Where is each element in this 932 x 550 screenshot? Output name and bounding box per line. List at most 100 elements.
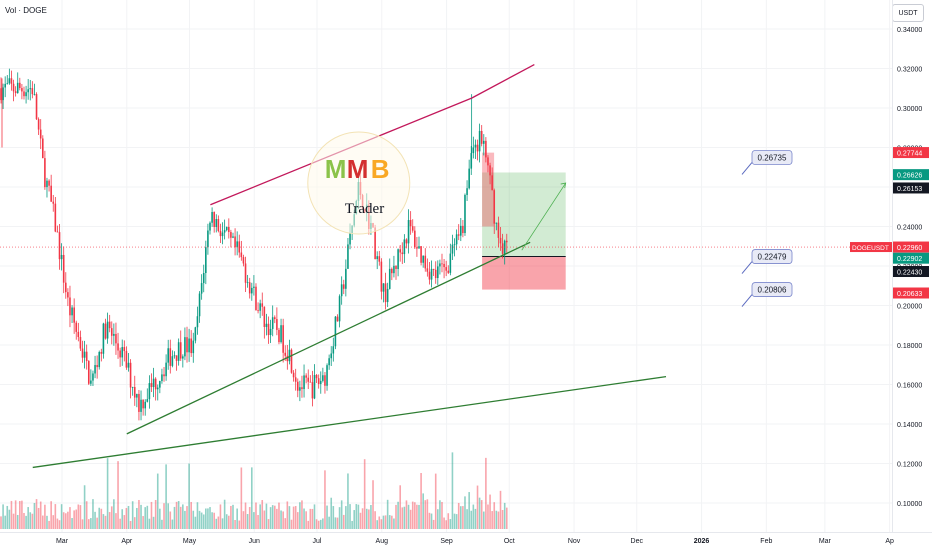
candle-body (182, 356, 184, 359)
candle-body (138, 393, 140, 412)
volume-bar (462, 506, 464, 529)
volume-bar (485, 457, 487, 529)
candle-body (489, 165, 491, 176)
volume-bar (133, 517, 136, 529)
volume-bar (478, 497, 481, 529)
x-tick-label: Aug (376, 538, 389, 545)
volume-bar (31, 513, 34, 529)
volume-bar (505, 507, 508, 529)
candle-body (309, 381, 312, 383)
candle-body (133, 387, 136, 398)
volume-bar (69, 507, 71, 529)
candle-body (154, 378, 157, 390)
candle-body (188, 338, 190, 353)
y-tick-label: 0.32000 (897, 67, 922, 74)
volume-bar (123, 515, 126, 529)
candle-body (194, 327, 197, 341)
candle-body (25, 92, 27, 97)
candle-body (0, 88, 2, 101)
volume-bar (476, 485, 479, 529)
volume-bar (319, 519, 322, 529)
candle-body (401, 252, 404, 255)
volume-bar (217, 516, 220, 529)
candle-body (140, 399, 142, 412)
candle-body (246, 282, 249, 284)
volume-bar (108, 512, 111, 529)
x-tick-label: Apr (121, 538, 133, 545)
volume-bar (315, 519, 318, 529)
candle-body (493, 190, 496, 224)
volume-bar (121, 509, 124, 529)
volume-bar (363, 459, 366, 529)
candle-body (292, 372, 295, 378)
candle-body (225, 226, 228, 231)
volume-bar (443, 517, 445, 529)
candle-body (228, 226, 230, 233)
volume-bar (282, 511, 284, 529)
candle-body (251, 287, 253, 294)
volume-bar (430, 513, 433, 529)
candle-body (67, 292, 69, 298)
volume-bar (110, 506, 113, 529)
position-label-pointer (741, 162, 753, 175)
trendline (126, 241, 531, 435)
candle-body (278, 329, 280, 343)
candle-body (305, 375, 307, 378)
position-price-label: 0.22479 (758, 253, 787, 262)
candle-body (4, 83, 6, 88)
volume-bar (238, 520, 241, 529)
price-tag (893, 169, 929, 181)
candle-body (44, 158, 46, 188)
candle-body (35, 94, 38, 120)
candle-body (263, 306, 266, 327)
candle-body (79, 337, 82, 349)
volume-bar (397, 501, 399, 529)
volume-bar (376, 520, 378, 529)
price-tag (893, 147, 929, 159)
volume-bar (232, 504, 234, 529)
candle-body (315, 375, 318, 379)
candle-body (14, 91, 17, 94)
candle-body (58, 232, 61, 260)
candle-body (117, 343, 119, 351)
volume-bar (474, 508, 477, 529)
price-tag-label: 0.27744 (897, 151, 922, 158)
volume-bar (378, 516, 381, 529)
volume-bar (85, 501, 88, 529)
price-tag-label: 0.26626 (897, 173, 922, 180)
candle-body (16, 82, 19, 94)
volume-bar (140, 504, 142, 529)
candle-body (485, 140, 487, 158)
volume-bar (434, 473, 437, 529)
volume-bar (236, 508, 238, 529)
candle-body (340, 284, 343, 297)
volume-bar (246, 514, 249, 529)
volume-bar (182, 504, 184, 529)
volume-bar (113, 499, 115, 529)
candle-body (144, 401, 147, 409)
candle-body (196, 316, 199, 328)
volume-bar (188, 463, 190, 529)
volume-bar (244, 502, 247, 529)
candle-body (37, 119, 40, 130)
watermark-logo-text: M (325, 154, 347, 184)
long-position-target-zone (482, 172, 566, 257)
volume-bar (42, 515, 44, 529)
price-tag-label: 0.22960 (897, 245, 922, 252)
candle-body (347, 244, 349, 269)
volume-bar (192, 510, 195, 529)
position-price-box (751, 282, 793, 297)
candle-body (205, 247, 207, 274)
volume-bar (167, 503, 169, 529)
candle-body (322, 375, 324, 381)
volume-bar (219, 504, 222, 529)
volume-bar (437, 509, 439, 529)
volume-bar (303, 508, 305, 529)
candle-body (447, 270, 450, 273)
position-price-box (751, 249, 793, 264)
candle-body (290, 349, 293, 373)
long-position-stop-zone (482, 256, 566, 290)
volume-bar (200, 512, 203, 529)
candle-body (326, 365, 328, 386)
